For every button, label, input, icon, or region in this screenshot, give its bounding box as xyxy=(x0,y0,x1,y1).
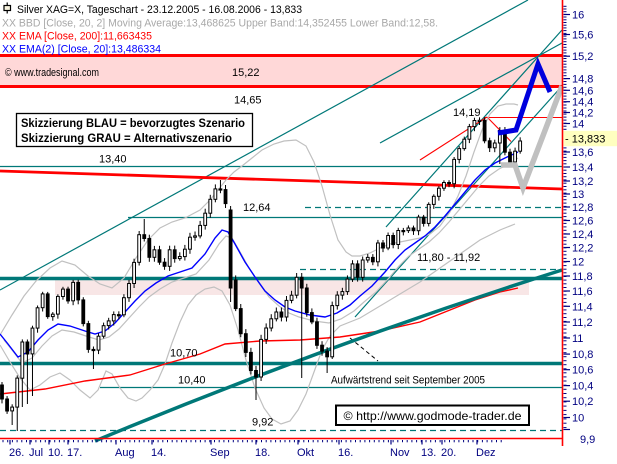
svg-text:12,8: 12,8 xyxy=(572,202,593,214)
svg-text:14,8: 14,8 xyxy=(572,74,593,86)
svg-text:17.: 17. xyxy=(67,447,82,459)
svg-text:9,92: 9,92 xyxy=(252,417,273,429)
svg-text:Jul: Jul xyxy=(29,447,43,459)
svg-text:13,4: 13,4 xyxy=(572,162,593,174)
svg-text:Sep: Sep xyxy=(210,447,230,459)
svg-text:13.: 13. xyxy=(421,447,436,459)
svg-text:11,2: 11,2 xyxy=(572,317,593,329)
svg-text:- 13,833: - 13,833 xyxy=(565,134,605,146)
svg-text:10,40: 10,40 xyxy=(178,375,206,387)
svg-text:XX EMA [Close, 200]:11,663435: XX EMA [Close, 200]:11,663435 xyxy=(2,31,152,43)
svg-text:11,4: 11,4 xyxy=(572,301,593,313)
svg-text:Okt: Okt xyxy=(297,447,314,459)
svg-text:16.: 16. xyxy=(338,447,353,459)
svg-text:© http://www.godmode-trader.de: © http://www.godmode-trader.de xyxy=(344,409,522,423)
svg-text:11,6: 11,6 xyxy=(572,286,593,298)
svg-text:XX BBD [Close, 20, 2] Moving A: XX BBD [Close, 20, 2] Moving Average:13,… xyxy=(2,18,438,30)
svg-text:12,2: 12,2 xyxy=(572,243,593,255)
svg-text:10,70: 10,70 xyxy=(170,348,198,360)
svg-text:10,8: 10,8 xyxy=(572,349,593,361)
svg-text:14,4: 14,4 xyxy=(572,97,593,109)
svg-text:XX EMA(2) [Close, 20]:13,48633: XX EMA(2) [Close, 20]:13,486334 xyxy=(2,44,161,56)
svg-text:13,40: 13,40 xyxy=(99,154,127,166)
svg-text:14,6: 14,6 xyxy=(572,85,593,97)
svg-text:12: 12 xyxy=(572,257,584,269)
svg-text:© www.tradesignal.com: © www.tradesignal.com xyxy=(5,67,99,79)
svg-text:13: 13 xyxy=(572,189,584,201)
svg-text:10,2: 10,2 xyxy=(572,396,593,408)
svg-text:10,6: 10,6 xyxy=(572,365,593,377)
svg-text:9,9: 9,9 xyxy=(580,434,595,446)
svg-text:12,64: 12,64 xyxy=(243,202,271,214)
svg-text:Aug: Aug xyxy=(115,447,135,459)
svg-text:Nov: Nov xyxy=(390,447,410,459)
svg-text:14,2: 14,2 xyxy=(572,108,593,120)
svg-text:14: 14 xyxy=(572,119,584,131)
svg-text:11: 11 xyxy=(572,333,583,345)
svg-text:15,2: 15,2 xyxy=(572,51,593,63)
svg-text:15,22: 15,22 xyxy=(232,67,260,79)
svg-text:Silver XAG=X, Tageschart - 23.: Silver XAG=X, Tageschart - 23.12.2005 - … xyxy=(17,4,302,16)
svg-text:16: 16 xyxy=(572,10,584,22)
svg-text:Dez: Dez xyxy=(476,447,496,459)
svg-text:14,65: 14,65 xyxy=(234,95,262,107)
svg-text:Skizzierung BLAU = bevorzugtes: Skizzierung BLAU = bevorzugtes Szenario xyxy=(21,116,245,130)
svg-text:Aufwärtstrend seit September 2: Aufwärtstrend seit September 2005 xyxy=(331,375,485,387)
svg-text:26.: 26. xyxy=(9,447,24,459)
svg-text:20.: 20. xyxy=(441,447,456,459)
svg-text:11,8: 11,8 xyxy=(572,271,593,283)
svg-text:14.: 14. xyxy=(151,447,166,459)
svg-text:15,6: 15,6 xyxy=(572,30,593,42)
svg-text:14,19: 14,19 xyxy=(453,107,481,119)
svg-text:13,2: 13,2 xyxy=(572,176,593,188)
svg-text:12,4: 12,4 xyxy=(572,229,593,241)
svg-text:Skizzierung GRAU = Alternativs: Skizzierung GRAU = Alternativszenario xyxy=(21,131,232,145)
svg-text:10.: 10. xyxy=(48,447,63,459)
svg-text:13,6: 13,6 xyxy=(572,147,593,159)
svg-text:10: 10 xyxy=(572,413,584,425)
svg-text:10,4: 10,4 xyxy=(572,381,593,393)
svg-text:12,6: 12,6 xyxy=(572,216,593,228)
svg-text:11,80 - 11,92: 11,80 - 11,92 xyxy=(417,252,480,264)
svg-text:18.: 18. xyxy=(255,447,270,459)
